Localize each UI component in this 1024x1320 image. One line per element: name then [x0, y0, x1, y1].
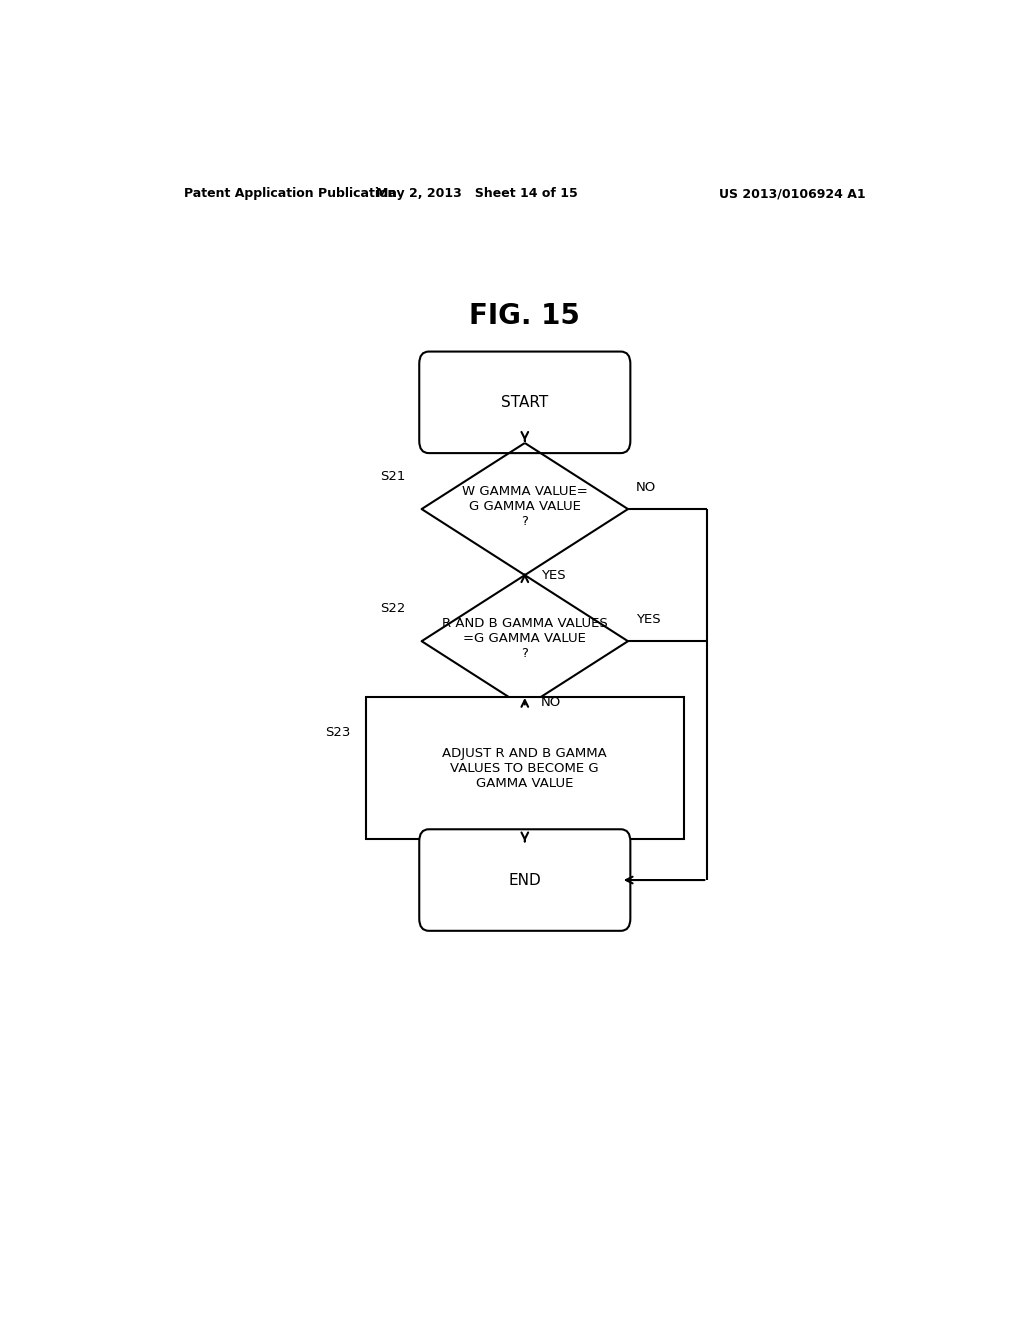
Text: S21: S21: [380, 470, 406, 483]
Text: YES: YES: [541, 569, 565, 582]
Text: START: START: [501, 395, 549, 409]
FancyBboxPatch shape: [419, 829, 631, 931]
Text: S23: S23: [325, 726, 350, 739]
Text: END: END: [509, 873, 541, 887]
Text: R AND B GAMMA VALUES
=G GAMMA VALUE
?: R AND B GAMMA VALUES =G GAMMA VALUE ?: [442, 616, 607, 660]
FancyBboxPatch shape: [419, 351, 631, 453]
Text: NO: NO: [636, 480, 656, 494]
Text: W GAMMA VALUE=
G GAMMA VALUE
?: W GAMMA VALUE= G GAMMA VALUE ?: [462, 484, 588, 528]
Text: US 2013/0106924 A1: US 2013/0106924 A1: [720, 187, 866, 201]
Text: ADJUST R AND B GAMMA
VALUES TO BECOME G
GAMMA VALUE: ADJUST R AND B GAMMA VALUES TO BECOME G …: [442, 747, 607, 789]
Bar: [367, 697, 684, 840]
Text: YES: YES: [636, 612, 660, 626]
Text: S22: S22: [380, 602, 406, 615]
Text: NO: NO: [541, 696, 561, 709]
Text: Patent Application Publication: Patent Application Publication: [183, 187, 396, 201]
Text: May 2, 2013   Sheet 14 of 15: May 2, 2013 Sheet 14 of 15: [376, 187, 579, 201]
Text: FIG. 15: FIG. 15: [469, 302, 581, 330]
